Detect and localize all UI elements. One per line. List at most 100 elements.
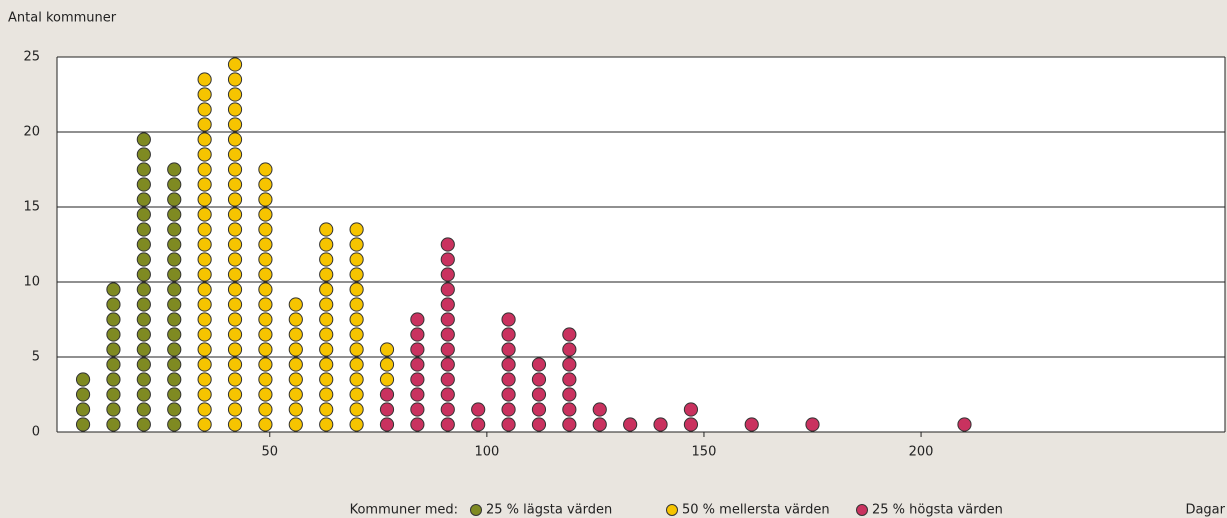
- dot: [440, 387, 455, 402]
- dot: [197, 312, 212, 327]
- dot: [197, 237, 212, 252]
- dot: [167, 177, 182, 192]
- dot: [319, 237, 334, 252]
- dot: [197, 177, 212, 192]
- dot: [227, 282, 243, 297]
- dot: [258, 402, 273, 417]
- dot: [106, 297, 121, 312]
- dot: [531, 372, 547, 387]
- dot: [227, 402, 243, 417]
- dot: [440, 327, 455, 342]
- dot: [258, 357, 273, 372]
- dot: [258, 327, 273, 342]
- dot: [349, 417, 364, 432]
- dot: [288, 357, 303, 372]
- legend-label: 25 % lägsta värden: [486, 503, 612, 518]
- dot: [167, 237, 182, 252]
- dot: [501, 357, 516, 372]
- dot: [197, 417, 212, 432]
- legend-label: 50 % mellersta värden: [682, 503, 830, 518]
- dot: [167, 312, 182, 327]
- dot: [136, 387, 151, 402]
- dot: [167, 267, 182, 282]
- legend-marker: [470, 504, 482, 516]
- dot: [410, 312, 425, 327]
- dot: [167, 192, 182, 207]
- dot: [319, 297, 334, 312]
- dot: [501, 327, 516, 342]
- dot: [167, 162, 182, 177]
- dot: [227, 102, 243, 117]
- dot: [440, 417, 455, 432]
- dot: [288, 342, 303, 357]
- dot: [410, 402, 425, 417]
- dot: [258, 237, 273, 252]
- dot: [349, 372, 364, 387]
- dot: [227, 72, 243, 87]
- dot: [319, 357, 334, 372]
- dot: [136, 267, 151, 282]
- dot: [136, 417, 151, 432]
- plot-area: [57, 57, 1225, 432]
- dot: [167, 357, 182, 372]
- dot: [379, 417, 395, 432]
- dot: [136, 342, 151, 357]
- dot: [136, 222, 151, 237]
- dot: [227, 222, 243, 237]
- dot: [349, 327, 364, 342]
- dot: [227, 87, 243, 102]
- dot: [227, 342, 243, 357]
- dot: [683, 417, 699, 432]
- dot: [440, 372, 455, 387]
- dot: [197, 327, 212, 342]
- dot: [501, 387, 516, 402]
- dot: [410, 342, 425, 357]
- dot: [136, 297, 151, 312]
- dot: [227, 147, 243, 162]
- dot: [197, 132, 212, 147]
- y-tick-label: 20: [23, 125, 40, 140]
- dot: [319, 267, 334, 282]
- dot: [136, 372, 151, 387]
- dot: [562, 402, 577, 417]
- dot: [349, 357, 364, 372]
- dot: [136, 402, 151, 417]
- dot: [197, 252, 212, 267]
- dot: [197, 72, 212, 87]
- dot: [440, 267, 455, 282]
- dot: [349, 222, 364, 237]
- dot: [167, 297, 182, 312]
- dot: [106, 342, 121, 357]
- dot: [440, 252, 455, 267]
- dot: [227, 297, 243, 312]
- x-axis-label: Dagar: [1185, 503, 1225, 518]
- dot: [288, 297, 303, 312]
- dot: [227, 372, 243, 387]
- dot: [106, 357, 121, 372]
- dot: [501, 372, 516, 387]
- dot: [106, 417, 121, 432]
- dot: [379, 372, 395, 387]
- dot: [106, 372, 121, 387]
- dot: [349, 342, 364, 357]
- dot: [136, 312, 151, 327]
- legend-marker: [856, 504, 868, 516]
- dot: [136, 132, 151, 147]
- dot: [136, 282, 151, 297]
- dot: [653, 417, 668, 432]
- dot: [167, 402, 182, 417]
- y-tick-label: 25: [23, 50, 40, 65]
- dot: [410, 387, 425, 402]
- dot: [258, 222, 273, 237]
- dot: [258, 342, 273, 357]
- dot: [197, 222, 212, 237]
- dot: [319, 387, 334, 402]
- dot: [562, 327, 577, 342]
- y-tick-label: 5: [32, 350, 40, 365]
- dot: [440, 402, 455, 417]
- dot: [197, 297, 212, 312]
- dot: [531, 402, 547, 417]
- dot: [197, 192, 212, 207]
- dot: [227, 387, 243, 402]
